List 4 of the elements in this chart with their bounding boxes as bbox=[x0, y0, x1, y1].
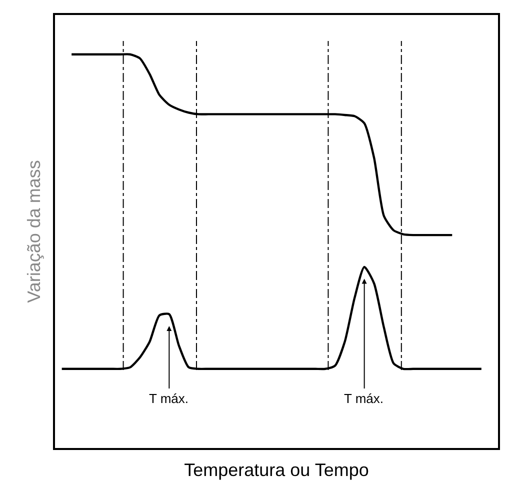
x-axis-title: Temperatura ou Tempo bbox=[184, 460, 369, 480]
annotation: T máx. bbox=[149, 391, 188, 406]
y-axis-title: Variação da mass bbox=[24, 160, 44, 303]
annotation: T máx. bbox=[344, 391, 384, 406]
